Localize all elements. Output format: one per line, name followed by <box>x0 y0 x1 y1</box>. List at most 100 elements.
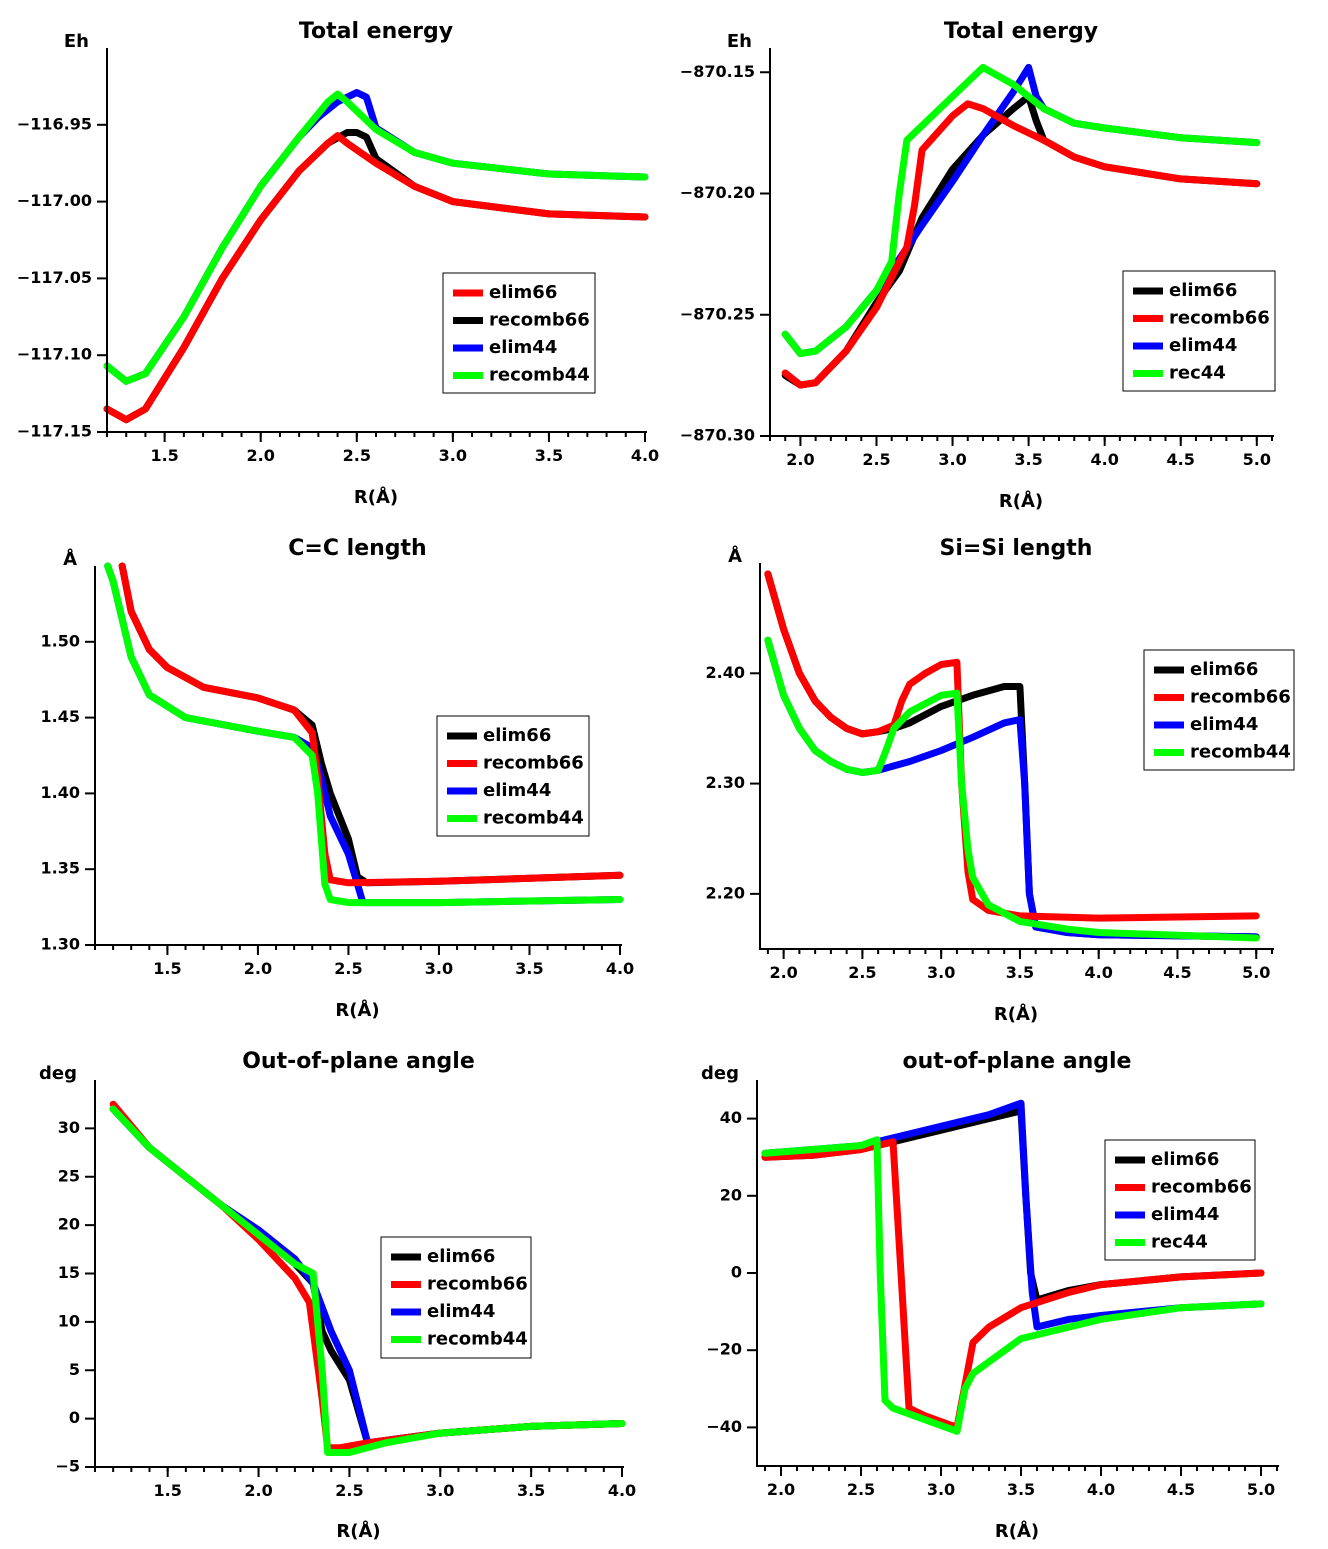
y-axis-label: deg <box>39 1063 77 1084</box>
legend-label: recomb66 <box>1190 687 1291 708</box>
x-axis-label: R(Å) <box>336 1519 380 1542</box>
legend-label: elim44 <box>489 337 557 358</box>
legend-label: rec44 <box>1169 363 1226 384</box>
x-axis-label: R(Å) <box>335 998 379 1021</box>
series-line-elim44 <box>109 1105 626 1447</box>
y-tick-label: −117.05 <box>17 268 92 287</box>
x-tick-label: 3.5 <box>1007 1480 1035 1499</box>
x-tick-label: 2.0 <box>247 446 275 465</box>
x-tick-label: 2.5 <box>334 959 362 978</box>
x-tick-label: 3.0 <box>927 963 955 982</box>
x-tick-label: 4.0 <box>608 1481 636 1500</box>
series-line-recomb66 <box>109 1100 626 1452</box>
series-line-elim66 <box>103 132 649 424</box>
legend-label: recomb66 <box>483 753 584 774</box>
x-tick-label: 2.5 <box>343 446 371 465</box>
y-tick-label: 10 <box>58 1311 80 1330</box>
y-tick-label: 1.40 <box>41 783 80 802</box>
x-tick-label: 3.0 <box>927 1480 955 1499</box>
x-tick-label: 4.5 <box>1167 450 1195 469</box>
y-tick-label: −870.15 <box>680 62 755 81</box>
y-tick-label: −5 <box>55 1457 80 1476</box>
x-tick-label: 3.5 <box>1006 963 1034 982</box>
legend-label: elim66 <box>1190 659 1258 680</box>
y-axis-label: deg <box>701 1063 739 1084</box>
legend-label: elim66 <box>427 1246 495 1267</box>
x-tick-label: 4.5 <box>1167 1480 1195 1499</box>
legend-label: elim44 <box>1169 335 1237 356</box>
x-tick-label: 2.0 <box>769 963 797 982</box>
x-tick-label: 5.0 <box>1242 963 1270 982</box>
x-tick-label: 1.5 <box>154 1481 182 1500</box>
x-tick-label: 2.0 <box>244 1481 272 1500</box>
y-tick-label: 20 <box>720 1185 742 1204</box>
legend-label: recomb66 <box>1169 308 1270 329</box>
x-axis-label: R(Å) <box>999 489 1043 512</box>
y-tick-label: 1.35 <box>41 859 80 878</box>
y-axis-label: Eh <box>727 31 752 52</box>
x-tick-label: 3.0 <box>938 450 966 469</box>
x-tick-label: 5.0 <box>1247 1480 1275 1499</box>
x-axis-label: R(Å) <box>994 1002 1038 1025</box>
chart-title: Total energy <box>299 19 453 44</box>
y-tick-label: −870.25 <box>680 304 755 323</box>
y-tick-label: 15 <box>58 1263 80 1282</box>
y-tick-label: −117.10 <box>17 345 92 364</box>
legend: elim66 recomb66 elim44 recomb44 <box>380 1236 532 1359</box>
chart-title: out-of-plane angle <box>903 1049 1132 1074</box>
y-tick-label: −117.00 <box>17 191 92 210</box>
x-tick-label: 4.0 <box>1090 450 1118 469</box>
legend-label: recomb66 <box>489 310 590 331</box>
y-tick-label: −116.95 <box>17 114 92 133</box>
x-tick-label: 2.5 <box>335 1481 363 1500</box>
y-axis-label: Å <box>63 547 77 570</box>
legend-label: recomb66 <box>1151 1177 1252 1198</box>
legend-label: elim44 <box>427 1301 495 1322</box>
x-tick-label: 4.0 <box>606 959 634 978</box>
y-tick-label: 2.40 <box>706 663 745 682</box>
y-tick-label: 30 <box>58 1118 80 1137</box>
legend-label: elim66 <box>1151 1149 1219 1170</box>
series-line-rec44 <box>761 1136 1265 1435</box>
y-tick-label: 2.20 <box>706 883 745 902</box>
legend: elim66 recomb66 elim44 recomb44 <box>1143 649 1295 771</box>
legend-label: recomb66 <box>427 1274 528 1295</box>
x-axis-label: R(Å) <box>995 1519 1039 1542</box>
x-tick-label: 1.5 <box>150 446 178 465</box>
x-tick-label: 2.0 <box>767 1480 795 1499</box>
x-tick-label: 2.5 <box>848 963 876 982</box>
x-tick-label: 3.5 <box>1014 450 1042 469</box>
x-tick-label: 1.5 <box>153 959 181 978</box>
chart-c6: out-of-plane angle 2.0 2.5 3.0 3.5 4.0 4.5 5.0 −… <box>701 1049 1279 1542</box>
y-tick-label: 1.30 <box>41 935 80 954</box>
y-tick-label: −40 <box>706 1417 742 1436</box>
legend-label: elim66 <box>489 282 557 303</box>
y-tick-label: −117.15 <box>17 422 92 441</box>
legend-label: recomb44 <box>427 1329 528 1350</box>
x-tick-label: 2.0 <box>244 959 272 978</box>
x-tick-label: 3.0 <box>426 1481 454 1500</box>
legend: elim66 recomb66 elim44 recomb44 <box>442 272 596 394</box>
x-tick-label: 3.0 <box>425 959 453 978</box>
chart-title: Si=Si length <box>940 536 1093 561</box>
series-line-elim66 <box>109 1105 626 1447</box>
legend-label: elim66 <box>1169 280 1237 301</box>
legend-label: elim44 <box>1190 714 1258 735</box>
y-tick-label: 0 <box>69 1408 80 1427</box>
y-tick-label: 5 <box>69 1360 80 1379</box>
legend: elim66 recomb66 elim44 rec44 <box>1104 1139 1256 1261</box>
series-line-recomb44 <box>103 90 649 385</box>
x-tick-label: 3.0 <box>439 446 467 465</box>
x-tick-label: 4.0 <box>631 446 659 465</box>
x-tick-label: 3.5 <box>535 446 563 465</box>
y-tick-label: 40 <box>720 1108 742 1127</box>
chart-title: Total energy <box>944 19 1098 44</box>
series-line-recomb66 <box>781 100 1261 389</box>
series-line-recomb66 <box>118 562 624 887</box>
chart-title: Out-of-plane angle <box>242 1049 475 1074</box>
series-line-recomb44 <box>109 1105 626 1456</box>
chart-c3: C=C length 1.5 2.0 2.5 3.0 3.5 4.0 1.30 1.35 1.40… <box>41 536 635 1021</box>
y-tick-label: −870.20 <box>680 183 755 202</box>
y-tick-label: 25 <box>58 1166 80 1185</box>
chart-c5: Out-of-plane angle 1.5 2.0 2.5 3.0 3.5 4.0 −5 0 5… <box>39 1049 636 1542</box>
